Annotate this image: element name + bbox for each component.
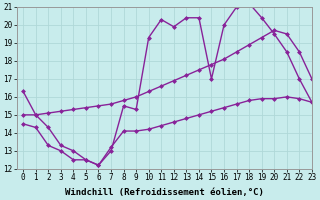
X-axis label: Windchill (Refroidissement éolien,°C): Windchill (Refroidissement éolien,°C) xyxy=(65,188,264,197)
